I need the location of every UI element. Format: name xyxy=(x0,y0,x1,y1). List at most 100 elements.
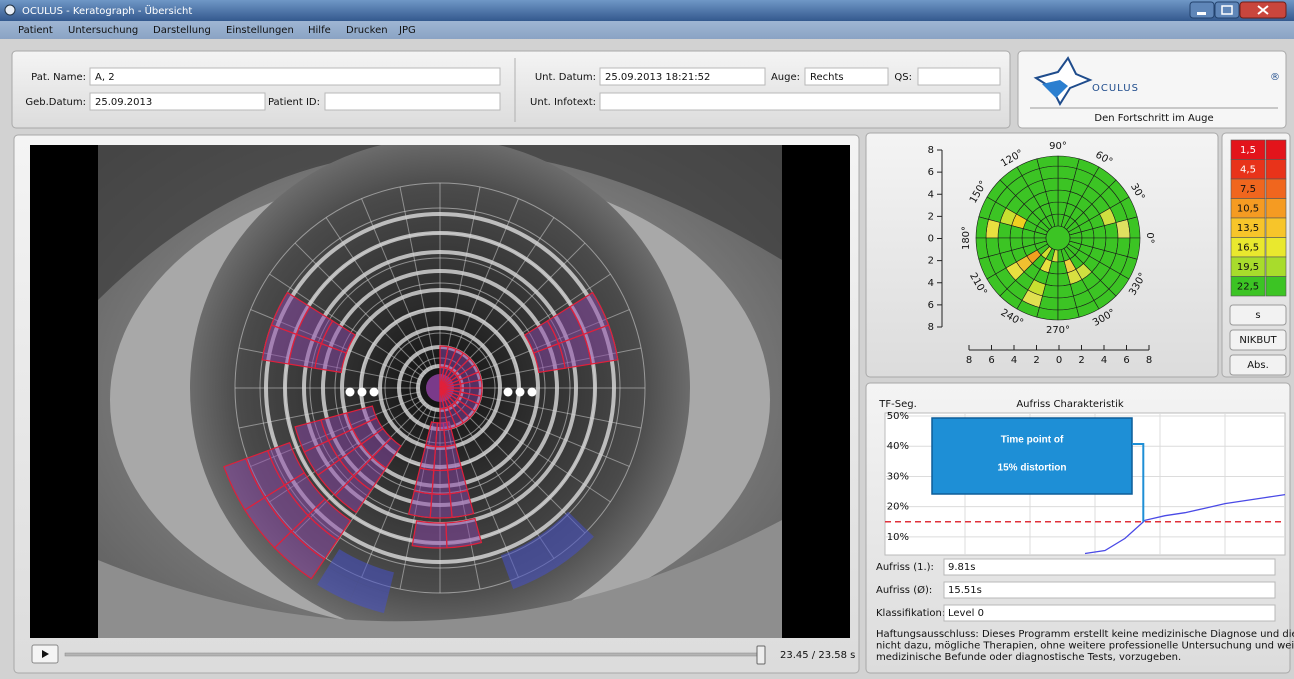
y-tick-label: 4 xyxy=(928,189,934,200)
scale-strip xyxy=(1265,276,1287,297)
breakup-cell xyxy=(273,530,326,580)
result-value: Level 0 xyxy=(948,608,984,619)
grid-spoke xyxy=(453,401,586,534)
topography-cell xyxy=(1104,237,1119,254)
topography-center xyxy=(1045,225,1071,251)
x-tick-label: 4 xyxy=(1011,355,1017,366)
scale-label: 1,5 xyxy=(1240,145,1256,156)
grid-spoke xyxy=(447,198,519,370)
result-input[interactable] xyxy=(943,604,1276,622)
breakup-cell xyxy=(328,549,366,583)
window-title: OCULUS - Keratograph - Übersicht xyxy=(22,4,192,17)
y-tick-label: 4 xyxy=(928,278,934,289)
field-label: Geb.Datum: xyxy=(25,97,86,108)
result-input[interactable] xyxy=(943,558,1276,576)
breakup-cell xyxy=(317,566,358,602)
scale-button-label: NIKBUT xyxy=(1239,335,1277,346)
reflection-dot xyxy=(527,387,537,397)
menu-item[interactable]: Untersuchung xyxy=(68,25,138,36)
close-icon xyxy=(1257,5,1269,15)
field-input[interactable] xyxy=(89,67,501,86)
field-label: Patient ID: xyxy=(268,97,320,108)
x-tick-label: 6 xyxy=(988,355,994,366)
angle-label: 90° xyxy=(1049,141,1067,152)
angle-label: 180° xyxy=(961,226,972,250)
video-time: 23.45 / 23.58 s xyxy=(780,650,855,661)
disclaimer-line: medizinische Befunde oder diagnostische … xyxy=(876,652,1181,663)
scale-strip xyxy=(1265,198,1287,219)
y-tick-label: 6 xyxy=(928,167,934,178)
menu-item[interactable]: JPG xyxy=(398,25,416,36)
seek-thumb[interactable] xyxy=(756,645,766,665)
scale-label: 10,5 xyxy=(1237,204,1259,215)
menu-item[interactable]: Drucken xyxy=(346,25,388,36)
reflection-dot xyxy=(357,387,367,397)
grid-spoke xyxy=(456,398,611,503)
breakup-cell xyxy=(357,562,394,593)
scale-strip xyxy=(1265,178,1287,199)
field-value: 25.09.2013 xyxy=(95,97,152,108)
topography-cell xyxy=(997,222,1012,239)
breakup-cell xyxy=(411,520,448,549)
x-tick-label: 4 xyxy=(1101,355,1107,366)
angle-label: 270° xyxy=(1046,325,1070,336)
annotation-connector xyxy=(1132,443,1145,522)
topography-cell xyxy=(1057,177,1074,192)
field-input[interactable] xyxy=(804,67,889,86)
breakup-cell xyxy=(536,511,594,568)
angle-label: 0° xyxy=(1144,232,1155,243)
logo-registered: ® xyxy=(1270,72,1280,83)
y-tick-label: 30% xyxy=(887,471,909,482)
minimize-button[interactable] xyxy=(1189,1,1215,19)
annotation-box xyxy=(931,417,1133,495)
y-tick-label: 2 xyxy=(928,211,934,222)
scale-button-label: s xyxy=(1255,310,1260,321)
grid-spoke xyxy=(399,186,437,369)
scale-strip xyxy=(1265,237,1287,258)
grid-spoke xyxy=(450,217,555,372)
grid-spoke xyxy=(456,273,611,378)
breakup-cell xyxy=(429,493,453,519)
field-label: Pat. Name: xyxy=(31,72,86,83)
title-bar xyxy=(0,0,1294,21)
grid-spoke xyxy=(361,406,433,578)
menu-item[interactable]: Patient xyxy=(18,25,53,36)
breakup-cell xyxy=(431,469,451,495)
grid-spoke xyxy=(269,273,424,378)
scale-button[interactable] xyxy=(1229,304,1287,326)
maximize-button[interactable] xyxy=(1214,1,1240,19)
disclaimer-line: Haftungsausschluss: Dieses Programm erst… xyxy=(876,629,1294,640)
scale-label: 16,5 xyxy=(1237,243,1259,254)
result-value: 9.81s xyxy=(948,562,975,573)
field-input[interactable] xyxy=(89,92,266,111)
breakup-cell xyxy=(439,345,449,369)
y-tick-label: 6 xyxy=(928,300,934,311)
seek-groove xyxy=(64,652,761,657)
scale-label: 4,5 xyxy=(1240,165,1256,176)
disclaimer-line: nicht dazu, mögliche Therapien, ohne wei… xyxy=(876,641,1294,652)
field-input[interactable] xyxy=(599,92,1001,111)
field-input[interactable] xyxy=(917,67,1001,86)
scale-label: 22,5 xyxy=(1237,282,1259,293)
x-tick-label: 6 xyxy=(1123,355,1129,366)
play-icon xyxy=(42,650,49,658)
grid-spoke xyxy=(459,391,642,429)
menu-item[interactable]: Einstellungen xyxy=(226,25,294,36)
topography-cell xyxy=(1127,237,1141,260)
field-input[interactable] xyxy=(599,67,766,86)
result-input[interactable] xyxy=(943,581,1276,599)
x-tick-label: 8 xyxy=(966,355,972,366)
scale-button[interactable] xyxy=(1229,329,1287,351)
x-tick-label: 8 xyxy=(1146,355,1152,366)
y-tick-label: 20% xyxy=(887,502,909,513)
menu-item[interactable]: Hilfe xyxy=(308,25,331,36)
field-input[interactable] xyxy=(324,92,501,111)
breakup-cell xyxy=(449,489,475,519)
scale-button-label: Abs. xyxy=(1247,360,1269,371)
logo-tagline: Den Fortschritt im Auge xyxy=(1094,113,1213,124)
breakup-cell xyxy=(261,324,298,365)
menu-item[interactable]: Darstellung xyxy=(153,25,211,36)
grid-spoke xyxy=(443,186,481,369)
scale-button[interactable] xyxy=(1229,354,1287,376)
